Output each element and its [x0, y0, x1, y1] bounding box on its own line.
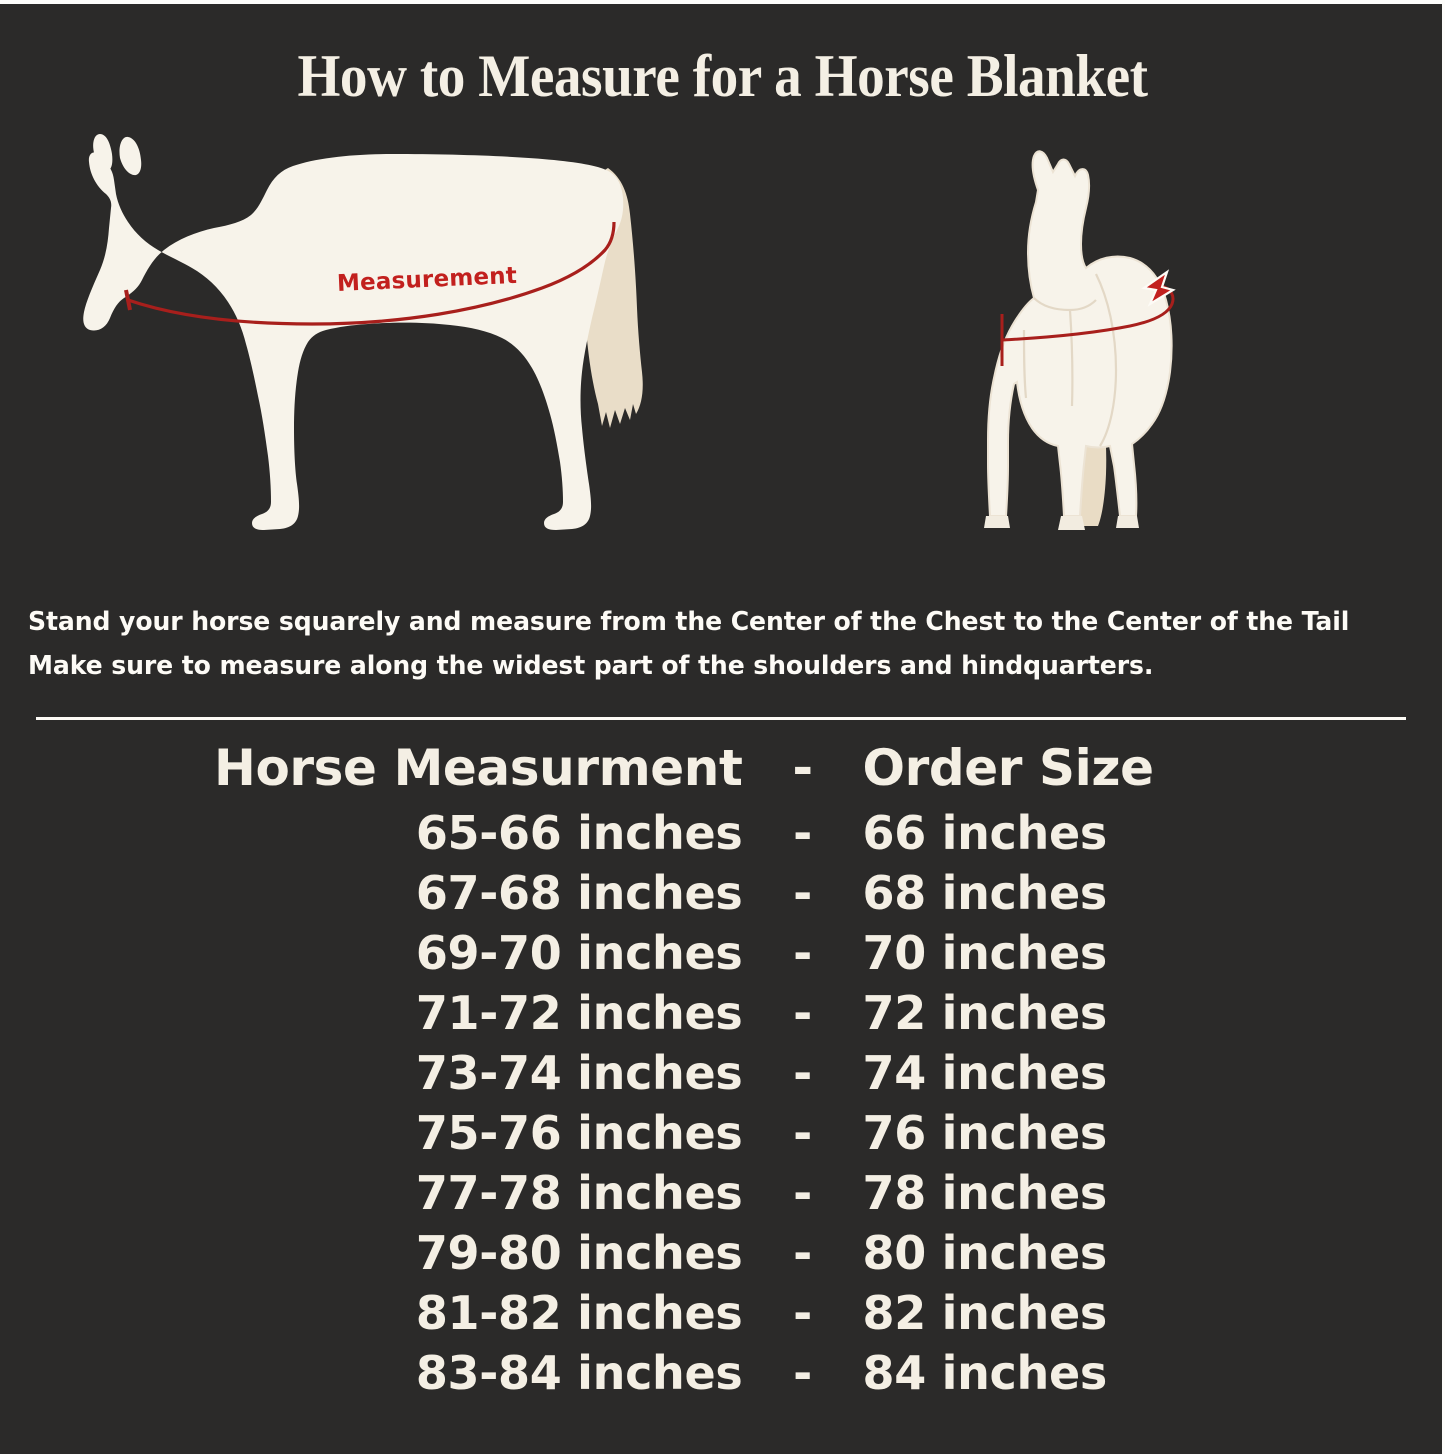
- horse-side-body: [83, 152, 624, 530]
- row-order-size: 78 inches: [862, 1166, 1108, 1220]
- size-table-header: Horse Measurment - Order Size: [0, 737, 1442, 799]
- row-order-size: 82 inches: [862, 1286, 1108, 1340]
- row-dash: -: [793, 986, 812, 1040]
- row-order-size: 72 inches: [862, 986, 1108, 1040]
- row-dash: -: [793, 1346, 812, 1400]
- row-measurement: 79-80 inches: [415, 1226, 743, 1280]
- horse-side-view-icon: [83, 134, 643, 530]
- row-dash: -: [793, 806, 812, 860]
- row-measurement: 65-66 inches: [415, 806, 743, 860]
- measurement-line-side: [127, 221, 616, 326]
- row-order-size: 74 inches: [862, 1046, 1108, 1100]
- horse-rear-view-icon: [984, 150, 1176, 530]
- table-row: 69-70 inches -70 inches: [0, 923, 1442, 983]
- row-dash: -: [793, 1226, 812, 1280]
- header-dash: -: [792, 739, 813, 797]
- row-measurement: 75-76 inches: [415, 1106, 743, 1160]
- table-row: 67-68 inches -68 inches: [0, 863, 1442, 923]
- row-order-size: 68 inches: [862, 866, 1108, 920]
- header-measurement: Horse Measurment: [214, 739, 743, 797]
- horse-rear-hoof-1: [984, 516, 1010, 528]
- instructions-block: Stand your horse squarely and measure fr…: [28, 600, 1399, 688]
- horse-side-ear-far: [119, 136, 142, 176]
- row-dash: -: [793, 1166, 812, 1220]
- row-dash: -: [793, 1046, 812, 1100]
- measurement-tick-chest: [124, 289, 132, 311]
- row-dash: -: [793, 866, 812, 920]
- horse-side-ear-near: [93, 134, 113, 171]
- measurement-line-rear: [1001, 284, 1175, 342]
- row-order-size: 84 inches: [862, 1346, 1108, 1400]
- instructions-line-1: Stand your horse squarely and measure fr…: [28, 607, 1350, 637]
- table-row: 77-78 inches -78 inches: [0, 1163, 1442, 1223]
- size-table: Horse Measurment - Order Size 65-66 inch…: [0, 737, 1442, 1403]
- page-title: How to Measure for a Horse Blanket: [297, 43, 1148, 109]
- illustration-panel: Measurement: [0, 132, 1442, 580]
- table-row: 65-66 inches -66 inches: [0, 803, 1442, 863]
- row-dash: -: [793, 1286, 812, 1340]
- horse-rear-contours: [1022, 273, 1118, 447]
- instructions-line-2: Make sure to measure along the widest pa…: [28, 651, 1154, 681]
- row-measurement: 67-68 inches: [415, 866, 743, 920]
- row-order-size: 66 inches: [862, 806, 1108, 860]
- row-measurement: 77-78 inches: [415, 1166, 743, 1220]
- table-row: 73-74 inches -74 inches: [0, 1043, 1442, 1103]
- row-measurement: 69-70 inches: [415, 926, 743, 980]
- row-order-size: 76 inches: [862, 1106, 1108, 1160]
- row-measurement: 81-82 inches: [415, 1286, 743, 1340]
- row-order-size: 80 inches: [862, 1226, 1108, 1280]
- section-divider: [36, 717, 1406, 720]
- table-row: 71-72 inches -72 inches: [0, 983, 1442, 1043]
- measurement-arrow-icon: [1141, 269, 1176, 307]
- horse-rear-hoof-2: [1058, 516, 1085, 530]
- row-measurement: 71-72 inches: [415, 986, 743, 1040]
- row-measurement: 83-84 inches: [415, 1346, 743, 1400]
- header-order-size: Order Size: [862, 739, 1154, 797]
- table-row: 83-84 inches -84 inches: [0, 1343, 1442, 1403]
- row-measurement: 73-74 inches: [415, 1046, 743, 1100]
- table-row: 81-82 inches -82 inches: [0, 1283, 1442, 1343]
- row-dash: -: [793, 1106, 812, 1160]
- table-row: 79-80 inches -80 inches: [0, 1223, 1442, 1283]
- row-dash: -: [793, 926, 812, 980]
- table-row: 75-76 inches -76 inches: [0, 1103, 1442, 1163]
- row-order-size: 70 inches: [862, 926, 1108, 980]
- horse-rear-hoof-3: [1116, 516, 1139, 528]
